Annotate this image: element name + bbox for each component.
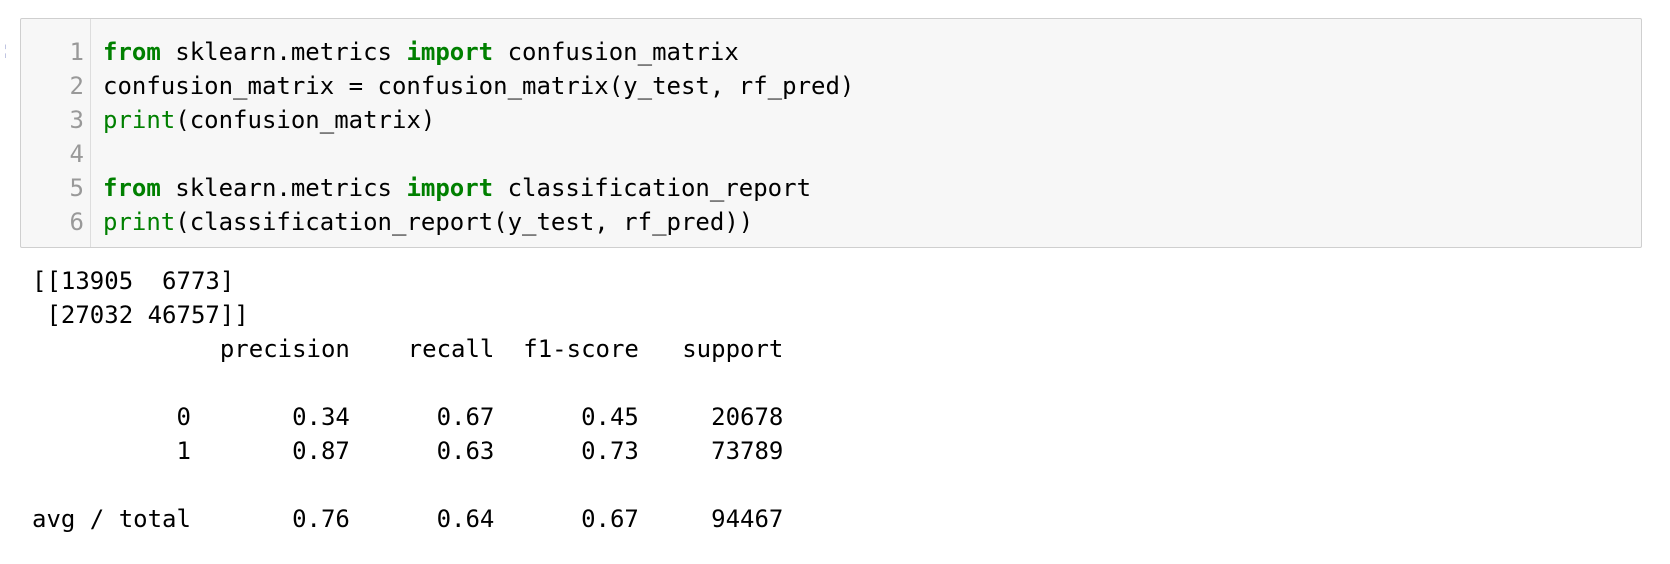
line-number: 1 (69, 38, 84, 66)
keyword-import: import (406, 38, 494, 66)
code-text: (classification_report(y_test, rf_pred)) (175, 208, 754, 236)
builtin-print: print (103, 208, 176, 236)
code-text: confusion_matrix = confusion_matrix(y_te… (103, 72, 855, 100)
output-line (32, 468, 1660, 502)
code-text: (confusion_matrix) (175, 106, 436, 134)
builtin-print: print (103, 106, 176, 134)
output-line: 1 0.87 0.63 0.73 73789 (32, 437, 784, 465)
code-text: confusion_matrix (493, 38, 739, 66)
line-number-gutter: 1 2 3 4 5 6 (21, 19, 91, 247)
code-text: sklearn.metrics (160, 38, 407, 66)
line-number: 6 (69, 208, 84, 236)
output-line: precision recall f1-score support (32, 335, 784, 363)
code-line-6: print(classification_report(y_test, rf_p… (103, 205, 1631, 239)
output-line (32, 366, 1660, 400)
code-text: sklearn.metrics (160, 174, 407, 202)
output-line: 0 0.34 0.67 0.45 20678 (32, 403, 784, 431)
keyword-from: from (103, 38, 161, 66)
code-line-4 (103, 137, 1631, 171)
line-number: 3 (69, 106, 84, 134)
line-number: 5 (69, 174, 84, 202)
output-line: [[13905 6773] (32, 267, 235, 295)
code-line-1: from sklearn.metrics import confusion_ma… (103, 35, 1631, 69)
keyword-import: import (406, 174, 494, 202)
cell-prompt-marker: : (0, 40, 6, 60)
code-line-5: from sklearn.metrics import classificati… (103, 171, 1631, 205)
code-cell-input[interactable]: 1 2 3 4 5 6 from sklearn.metrics import … (20, 18, 1642, 248)
code-line-2: confusion_matrix = confusion_matrix(y_te… (103, 69, 1631, 103)
keyword-from: from (103, 174, 161, 202)
line-number: 4 (69, 140, 84, 168)
line-number: 2 (69, 72, 84, 100)
code-line-3: print(confusion_matrix) (103, 103, 1631, 137)
output-line: [27032 46757]] (32, 301, 249, 329)
output-line: avg / total 0.76 0.64 0.67 94467 (32, 505, 784, 533)
code-editor[interactable]: from sklearn.metrics import confusion_ma… (103, 35, 1631, 239)
code-text: classification_report (493, 174, 812, 202)
cell-output: [[13905 6773] [27032 46757]] precision r… (32, 264, 1660, 536)
